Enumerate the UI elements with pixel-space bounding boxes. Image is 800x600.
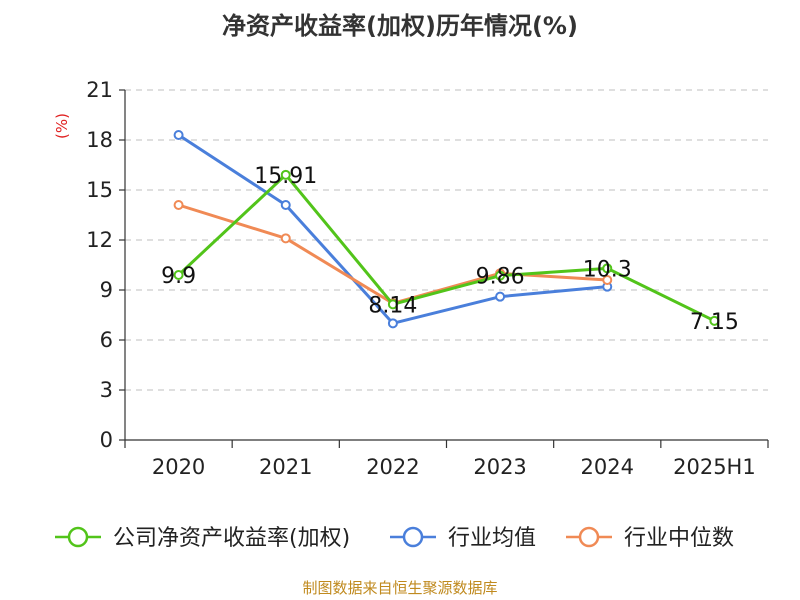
legend[interactable]: 公司净资产收益率(加权) 行业均值 行业中位数 [55, 526, 734, 551]
data-label: 10.3 [583, 257, 632, 282]
data-label: 9.9 [161, 264, 196, 289]
axes [124, 90, 768, 441]
x-tick-label: 2022 [366, 455, 419, 479]
series-1-point[interactable] [495, 291, 506, 302]
y-tick-label: 18 [86, 128, 113, 152]
series-0-point[interactable] [173, 270, 184, 280]
y-axis-ticks: 0 3 6 9 12 15 18 21 [86, 78, 125, 452]
legend-marker [578, 526, 600, 548]
series-1-point[interactable] [173, 130, 184, 140]
series-0-point[interactable] [387, 299, 398, 310]
x-tick-label: 2020 [152, 455, 205, 479]
grid-lines [125, 89, 768, 391]
y-tick-label: 9 [100, 278, 113, 302]
legend-label: 公司净资产收益率(加权) [113, 526, 350, 551]
series-0-point[interactable] [709, 315, 720, 326]
y-tick-label: 12 [86, 228, 113, 252]
series-0-point[interactable] [602, 263, 613, 274]
data-label: 15.91 [254, 164, 317, 189]
series-2-point[interactable] [173, 200, 184, 210]
legend-item-1[interactable]: 行业均值 [390, 526, 536, 551]
y-tick-label: 0 [100, 428, 113, 452]
series-1-point[interactable] [280, 200, 291, 210]
data-label: 7.15 [690, 310, 739, 335]
legend-marker [402, 526, 424, 548]
x-tick-label: 2021 [259, 455, 312, 479]
series-0-point[interactable] [495, 270, 506, 281]
series-2-point[interactable] [280, 233, 291, 244]
source-note: 制图数据来自恒生聚源数据库 [302, 579, 497, 597]
x-tick-label: 2024 [581, 455, 634, 479]
x-axis-ticks: 2020 2021 2022 2023 2024 2025H1 [124, 440, 769, 479]
y-tick-label: 3 [100, 378, 113, 402]
legend-item-0[interactable]: 公司净资产收益率(加权) [55, 526, 350, 551]
series-1-point[interactable] [387, 318, 398, 329]
series-line-2 [178, 203, 608, 305]
series-2-point[interactable] [602, 275, 613, 285]
series-group [173, 130, 720, 329]
y-tick-label: 15 [86, 178, 113, 202]
series-line-0 [177, 173, 716, 323]
x-tick-label: 2023 [473, 455, 526, 479]
legend-label: 行业中位数 [624, 526, 734, 551]
y-tick-label: 6 [100, 328, 113, 352]
data-labels: 9.9 15.91 8.14 9.86 10.3 7.15 [161, 164, 739, 335]
x-tick-label: 2025H1 [673, 455, 756, 479]
chart-title: 净资产收益率(加权)历年情况(%) [222, 12, 578, 40]
legend-label: 行业均值 [448, 526, 536, 551]
y-unit-label: (%) [53, 113, 71, 139]
legend-item-2[interactable]: 行业中位数 [566, 526, 734, 551]
series-0-point[interactable] [280, 169, 291, 180]
data-label: 9.86 [476, 265, 525, 290]
data-label: 8.14 [368, 293, 417, 318]
legend-marker [67, 526, 89, 548]
y-tick-label: 21 [86, 78, 113, 102]
